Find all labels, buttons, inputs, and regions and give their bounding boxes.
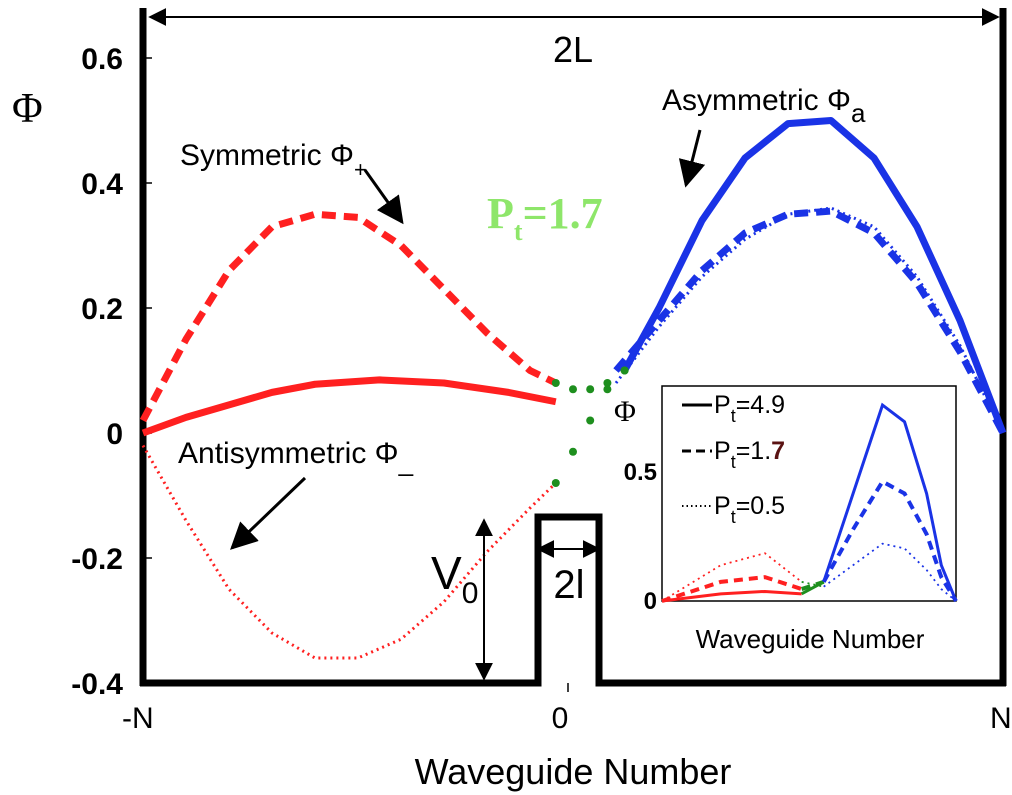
series-line-5 (614, 206, 1005, 434)
inset-series-line-1 (661, 575, 803, 603)
x-tick-label-left: -N (122, 702, 154, 735)
y-tick-label: 0 (106, 418, 123, 451)
main-axes (139, 8, 1007, 692)
barrier-marker (603, 379, 612, 387)
antisymmetric-arrow (230, 476, 307, 550)
legend-entry-4.9: Pt=4.9 (714, 391, 785, 426)
inset-series-line-2 (823, 542, 957, 602)
inset-series-line-1 (821, 478, 958, 603)
x-axis-label: Waveguide Number (415, 751, 732, 792)
inset-curves (661, 402, 958, 603)
y-tick-label: -0.4 (71, 668, 123, 701)
y-ticks: 0.6 0.4 0.2 0 -0.2 -0.4 (71, 43, 152, 701)
y-tick-label: 0.2 (81, 293, 123, 326)
barrier-marker (586, 385, 595, 394)
inset-frame (661, 385, 957, 602)
y-tick-label: 0.6 (81, 43, 123, 76)
legend-entry-1.7: Pt=1.7 (714, 437, 785, 472)
barrier-marker (551, 479, 560, 487)
inset-series-line-2 (801, 581, 824, 588)
inset-x-axis-label: Waveguide Number (696, 624, 925, 654)
x-tick-label-right: N (990, 702, 1012, 735)
barrier-marker (551, 379, 560, 387)
symmetric-arrow (363, 169, 404, 225)
barrier-marker (569, 447, 577, 456)
inset-y-tick-label-0: 0 (644, 588, 657, 615)
inset-y-tick-label-0.5: 0.5 (624, 459, 657, 486)
asymmetric-label: Asymmetric Φa (662, 84, 866, 128)
barrier-height-label: V0 (431, 547, 478, 610)
inset-y-axis-label: Φ (614, 395, 636, 428)
inset-series-line-2 (661, 552, 803, 602)
asymmetric-arrow (678, 129, 706, 188)
power-label: Pt=1.7 (487, 189, 603, 246)
series-line-1 (141, 376, 557, 437)
series-line-2 (141, 444, 557, 660)
barrier-width-label: 2l (553, 563, 584, 607)
series-line-0 (139, 210, 558, 423)
series-line-4 (613, 207, 1007, 435)
y-tick-label: 0.4 (81, 168, 123, 201)
main-curves (139, 117, 1007, 660)
inset-chart: Φ 0.5 0 Waveguide Number Pt=4.9 Pt=1.7 P… (614, 385, 958, 654)
y-axis-label: Φ (12, 86, 43, 132)
legend-entry-0.5: Pt=0.5 (714, 492, 785, 527)
barrier-marker (620, 366, 629, 375)
inset-series-line-0 (661, 589, 802, 603)
symmetric-label: Symmetric Φ+ (180, 139, 367, 182)
inset-series-line-0 (822, 402, 958, 602)
inset-series-line-1 (801, 579, 825, 591)
width-label: 2L (553, 29, 593, 70)
series-line-3 (621, 117, 1007, 435)
y-tick-label: -0.2 (71, 543, 123, 576)
barrier-potential (140, 513, 1006, 687)
barrier-marker (569, 385, 577, 394)
antisymmetric-label: Antisymmetric Φ_ (178, 437, 414, 477)
barrier-marker (586, 416, 595, 425)
barrier-marker (603, 385, 612, 394)
x-tick-label-center: 0 (552, 702, 569, 735)
